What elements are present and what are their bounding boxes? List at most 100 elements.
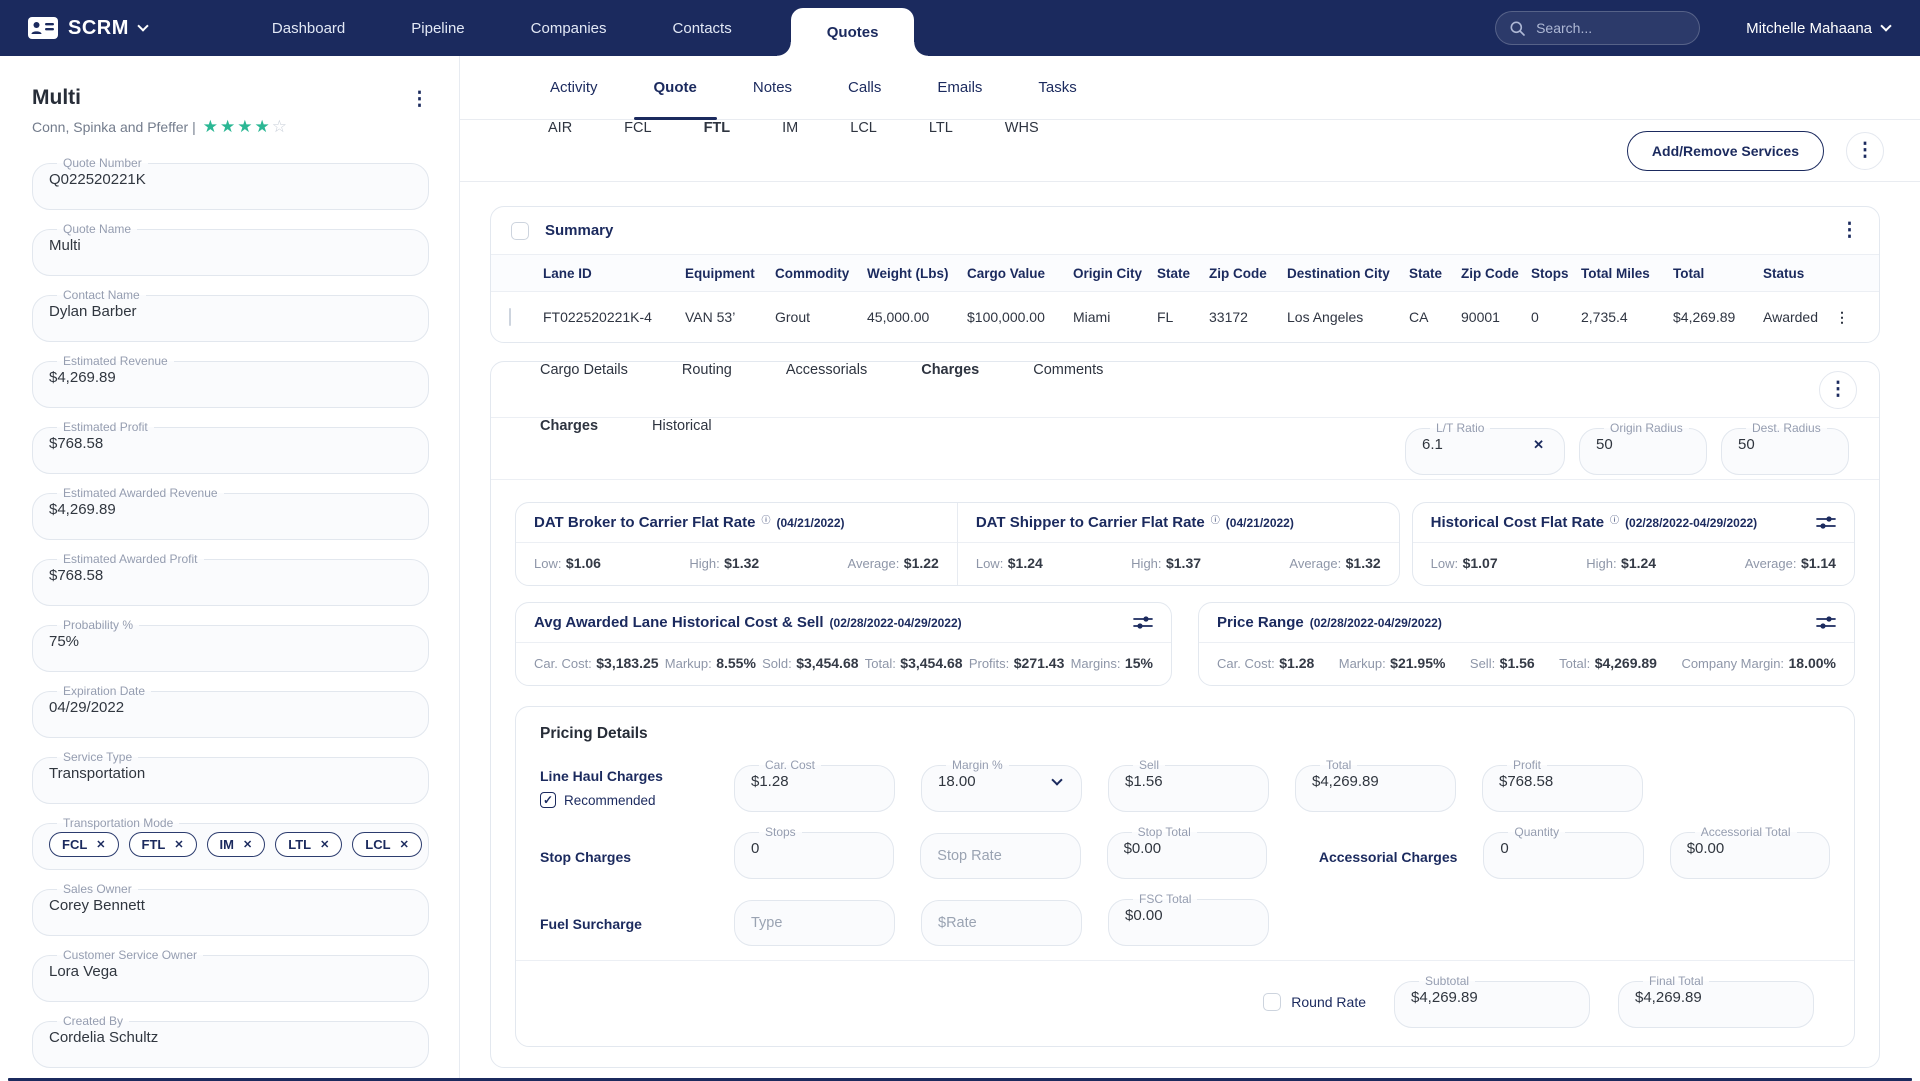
tune-filter-icon[interactable]	[1816, 615, 1836, 630]
fsc-type-field[interactable]: Type	[734, 900, 895, 946]
quote-main-panel: Activity Quote Notes Calls Emails Tasks …	[460, 56, 1920, 1080]
transportation-mode-field[interactable]: Transportation Mode FCL ✕ FTL ✕ IM ✕ LTL ✕ L…	[32, 817, 429, 870]
summary-kebab-menu[interactable]: ⋮	[1840, 220, 1859, 241]
summary-table-row[interactable]: FT022520221K-4 VAN 53’ Grout 45,000.00 $…	[491, 292, 1879, 342]
nav-pipeline[interactable]: Pipeline	[411, 19, 465, 37]
info-icon[interactable]: ⓘ	[1610, 514, 1620, 525]
search-input[interactable]	[1534, 19, 1675, 37]
service-type-field[interactable]: Service Type Transportation	[32, 751, 429, 804]
chevron-down-icon[interactable]	[137, 20, 149, 32]
row-kebab-menu[interactable]: ⋮	[1835, 309, 1849, 325]
tab-whs[interactable]: WHS	[1004, 120, 1039, 136]
dest-radius-field[interactable]: Dest. Radius 50	[1721, 422, 1849, 475]
cell-origin-state: FL	[1157, 309, 1174, 325]
summary-select-all-checkbox[interactable]	[511, 221, 529, 240]
origin-radius-field[interactable]: Origin Radius 50	[1579, 422, 1707, 475]
row-checkbox[interactable]	[509, 308, 511, 326]
estimated-profit-field[interactable]: Estimated Profit $768.58	[32, 421, 429, 474]
sales-owner-field[interactable]: Sales Owner Corey Bennett	[32, 883, 429, 936]
tune-filter-icon[interactable]	[1816, 515, 1836, 530]
mode-chip-fcl[interactable]: FCL ✕	[49, 832, 119, 857]
company-name[interactable]: Conn, Spinka and Pfeffer |	[32, 118, 196, 135]
kebab-menu-icon[interactable]: ⋮	[410, 89, 429, 110]
mode-chip-ftl[interactable]: FTL ✕	[128, 832, 197, 857]
tab-tasks[interactable]: Tasks	[1038, 79, 1077, 96]
quantity-field[interactable]: Quantity 0	[1483, 826, 1644, 879]
customer-service-owner-field[interactable]: Customer Service Owner Lora Vega	[32, 949, 429, 1002]
tab-comments[interactable]: Comments	[1033, 362, 1104, 378]
lt-ratio-field[interactable]: L/T Ratio 6.1 ✕	[1405, 422, 1565, 475]
mode-chip-lcl[interactable]: LCL ✕	[352, 832, 422, 857]
nav-contacts[interactable]: Contacts	[672, 19, 732, 37]
stop-rate-field[interactable]: Stop Rate	[920, 833, 1081, 879]
mode-chip-ltl[interactable]: LTL ✕	[275, 832, 343, 857]
recommended-checkbox[interactable]: ✓	[540, 792, 556, 808]
tab-im[interactable]: IM	[782, 120, 799, 136]
final-total-field[interactable]: Final Total $4,269.89	[1618, 975, 1814, 1028]
stop-total-field[interactable]: Stop Total $0.00	[1106, 826, 1267, 879]
created-by-field[interactable]: Created By Cordelia Schultz	[32, 1015, 429, 1068]
clear-icon[interactable]: ✕	[1533, 436, 1544, 452]
expiration-date-field[interactable]: Expiration Date 04/29/2022	[32, 685, 429, 738]
round-rate-label: Round Rate	[1291, 993, 1366, 1010]
close-icon[interactable]: ✕	[174, 839, 184, 851]
subtab-charges[interactable]: Charges	[513, 418, 625, 479]
global-search[interactable]	[1495, 11, 1701, 45]
tab-cargo-details[interactable]: Cargo Details	[540, 362, 628, 378]
fsc-total-field[interactable]: FSC Total $0.00	[1108, 893, 1269, 946]
estimated-awarded-revenue-field[interactable]: Estimated Awarded Revenue $4,269.89	[32, 487, 429, 540]
brand-logo[interactable]: SCRM	[28, 17, 149, 40]
tab-ltl[interactable]: LTL	[928, 120, 953, 136]
tab-accessorials[interactable]: Accessorials	[785, 362, 868, 378]
total-field[interactable]: Total $4,269.89	[1295, 759, 1456, 812]
close-icon[interactable]: ✕	[96, 839, 106, 851]
tab-fcl[interactable]: FCL	[624, 120, 652, 136]
info-icon[interactable]: ⓘ	[761, 514, 771, 525]
probability-field[interactable]: Probability % 75%	[32, 619, 429, 672]
tab-quote[interactable]: Quote	[626, 56, 725, 120]
subtab-historical[interactable]: Historical	[652, 418, 712, 434]
nav-companies[interactable]: Companies	[530, 19, 607, 37]
mode-chip-im[interactable]: IM ✕	[206, 832, 266, 857]
tab-charges[interactable]: Charges	[894, 362, 1006, 417]
info-icon[interactable]: ⓘ	[1210, 514, 1220, 525]
stops-field[interactable]: Stops 0	[734, 826, 895, 879]
quote-number-field[interactable]: Quote Number Q022520221K	[32, 157, 429, 210]
services-kebab-menu[interactable]: ⋮	[1846, 131, 1884, 170]
estimated-awarded-profit-field[interactable]: Estimated Awarded Profit $768.58	[32, 553, 429, 606]
rating-stars[interactable]: ★★★★☆	[203, 118, 289, 135]
nav-dashboard[interactable]: Dashboard	[271, 19, 346, 37]
fsc-rate-field[interactable]: $Rate	[921, 900, 1082, 946]
tab-routing[interactable]: Routing	[681, 362, 732, 378]
tab-air[interactable]: AIR	[548, 120, 573, 136]
estimated-revenue-field[interactable]: Estimated Revenue $4,269.89	[32, 355, 429, 408]
profit-field[interactable]: Profit $768.58	[1482, 759, 1643, 812]
detail-kebab-menu[interactable]: ⋮	[1819, 370, 1857, 409]
close-icon[interactable]: ✕	[399, 839, 409, 851]
margin-select[interactable]: Margin % 18.00	[921, 759, 1082, 812]
tab-activity[interactable]: Activity	[550, 79, 598, 96]
contact-name-field[interactable]: Contact Name Dylan Barber	[32, 289, 429, 342]
field-label: Contact Name	[63, 288, 140, 302]
record-tabs: Activity Quote Notes Calls Emails Tasks	[460, 56, 1920, 120]
add-remove-services-button[interactable]: Add/Remove Services	[1626, 130, 1824, 171]
tab-emails[interactable]: Emails	[937, 79, 983, 96]
close-icon[interactable]: ✕	[243, 839, 253, 851]
tab-calls[interactable]: Calls	[848, 79, 882, 96]
close-icon[interactable]: ✕	[320, 839, 330, 851]
col-stops: Stops	[1531, 265, 1569, 281]
quote-name-field[interactable]: Quote Name Multi	[32, 223, 429, 276]
tab-notes[interactable]: Notes	[752, 79, 793, 96]
subtotal-field[interactable]: Subtotal $4,269.89	[1394, 975, 1590, 1028]
car-cost-field[interactable]: Car. Cost $1.28	[734, 759, 895, 812]
round-rate-checkbox[interactable]	[1263, 992, 1282, 1011]
tab-lcl[interactable]: LCL	[850, 120, 877, 136]
tab-ftl[interactable]: FTL	[678, 120, 757, 181]
chevron-down-icon[interactable]	[1051, 773, 1063, 786]
accessorial-total-field[interactable]: Accessorial Total $0.00	[1669, 826, 1830, 879]
sell-field[interactable]: Sell $1.56	[1108, 759, 1269, 812]
user-menu[interactable]: Mitchelle Mahaana	[1746, 20, 1892, 37]
tune-filter-icon[interactable]	[1133, 615, 1153, 630]
nav-quotes-active-tab[interactable]: Quotes	[776, 8, 929, 56]
field-label: L/T Ratio	[1436, 421, 1485, 435]
